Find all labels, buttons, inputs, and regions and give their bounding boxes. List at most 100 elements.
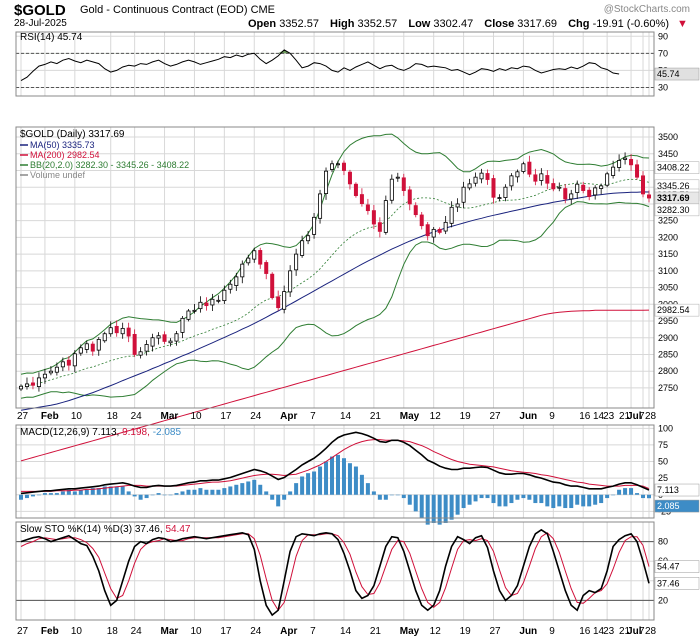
x-tick-label: 27 [17,411,29,422]
macd-histogram-bar [222,488,227,495]
candle [246,257,251,264]
macd-histogram-bar [24,494,29,499]
macd-histogram-bar [60,491,65,495]
sto-d-last-label-box [654,560,700,573]
x-tick-label: 18 [107,626,119,637]
macd-histogram-bar [150,494,155,496]
candle [42,373,47,379]
macd-histogram-bar [407,494,412,505]
candle [515,171,520,178]
x-tick-label: 27 [489,411,501,422]
macd-histogram-bar [96,488,101,495]
x-tick-label: 27 [489,626,501,637]
macd-histogram-bar [479,494,484,499]
candle [126,327,131,337]
macd-histogram-bar [437,494,442,525]
macd-histogram-bar [395,494,400,496]
price-last-box [654,303,700,317]
x-tick-label: 10 [71,626,83,637]
y-tick-label: 25 [658,473,668,483]
y-tick-label: 3250 [658,216,678,226]
macd-histogram-bar [306,473,311,495]
macd-histogram-bar [66,489,71,495]
sto-k-last-label-box [654,577,700,590]
candle [365,204,370,212]
candle [72,353,77,367]
macd-histogram-bar [246,481,251,495]
candle [324,170,329,194]
chg-value: -19.91 (-0.60%) [592,18,669,30]
price-last-label: 3282.30 [657,205,690,215]
macd-histogram-bar [270,494,275,500]
x-tick-label: 27 [17,626,29,637]
x-tick-label: Apr [280,411,297,422]
macd-histogram-bar [84,489,89,495]
ma50-line [20,191,650,411]
macd-histogram-bar [126,491,131,495]
macd-histogram-bar [276,494,281,507]
candle [168,340,173,344]
candle [617,160,622,168]
low-label: Low [408,18,431,30]
symbol[interactable]: $GOLD [14,2,66,19]
price-title: $GOLD (Daily) 3317.69 [20,129,125,140]
candle [401,177,406,191]
candle [162,334,167,342]
x-tick-label: 7 [639,626,645,637]
candle [330,163,335,170]
macd-histogram-bar [138,494,143,500]
x-tick-label: 21 [619,411,631,422]
y-tick-label: 2950 [658,316,678,326]
x-tick-label: 14 [340,411,352,422]
macd-histogram-bar [605,494,610,499]
candle [24,383,29,387]
macd-histogram-bar [533,494,538,504]
y-tick-label: 70 [658,48,668,58]
macd-last-label-box [654,483,700,497]
x-tick-label: 9 [549,411,555,422]
candle [150,337,155,347]
macd-histogram-bar [617,489,622,495]
candle [509,175,514,187]
candle [120,327,125,335]
y-tick-label: 50 [658,457,668,467]
candle [132,334,137,355]
macd-histogram-bar [509,494,514,504]
macd-histogram-bar [48,493,53,495]
macd-histogram-bar [162,494,167,496]
candle [312,216,317,235]
candle [353,183,358,196]
sto-k-last-label: 37.46 [657,578,680,588]
macd-histogram-bar [324,461,329,495]
macd-histogram-bar [545,494,550,507]
price-last-label: 3408.22 [657,163,690,173]
candle [144,344,149,352]
candle [234,276,239,286]
candle [647,194,652,199]
pane-frame-3 [15,521,655,621]
macd-histogram-bar [168,494,173,496]
y-tick-label: 3200 [658,232,678,242]
candle [108,327,113,335]
y-tick-label: 80 [658,537,668,547]
candle [288,270,293,293]
x-tick-label: 9 [549,626,555,637]
macd-histogram-bar [563,494,568,509]
candle [629,159,634,166]
macd-histogram-bar [288,491,293,495]
pane-frame-1 [15,126,655,409]
macd-histogram-bar [144,494,149,499]
macd-histogram-bar [294,483,299,495]
candle [335,163,340,166]
macd-histogram-bar [503,494,508,507]
x-tick-label: 28 [645,411,657,422]
candle [180,317,185,333]
macd-histogram-bar [623,488,628,495]
x-tick-label: 14 [593,626,605,637]
macd-histogram-bar [473,494,478,502]
instrument-title: Gold - Continuous Contract (EOD) [80,4,248,16]
macd-histogram-bar [641,494,646,499]
candle [641,175,646,195]
macd-histogram-bar [449,494,454,520]
